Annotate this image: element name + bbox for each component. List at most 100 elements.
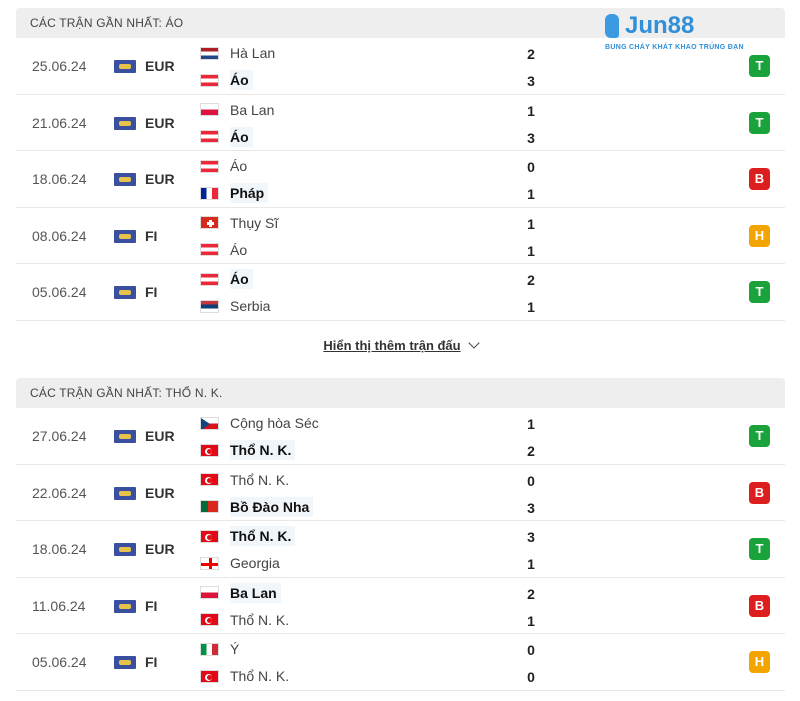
away-flag-icon bbox=[200, 669, 219, 683]
match-row[interactable]: 21.06.24 EUR Ba Lan 1 Áo 3 T bbox=[16, 95, 785, 151]
home-flag-icon bbox=[200, 46, 219, 60]
result-badge: B bbox=[749, 481, 770, 504]
match-row[interactable]: 05.06.24 FI Ý 0 Thổ N. K. 0 H bbox=[16, 634, 785, 691]
home-team-name: Áo bbox=[230, 158, 248, 174]
away-team[interactable]: Bồ Đào Nha bbox=[200, 495, 314, 519]
away-score: 3 bbox=[527, 129, 535, 146]
match-row[interactable]: 22.06.24 EUR Thổ N. K. 0 Bồ Đào Nha 3 B bbox=[16, 465, 785, 521]
away-team[interactable]: Thổ N. K. bbox=[200, 608, 293, 632]
competition-label: EUR bbox=[145, 484, 175, 501]
result-badge: H bbox=[749, 651, 770, 673]
away-team[interactable]: Georgia bbox=[200, 551, 284, 575]
away-team[interactable]: Pháp bbox=[200, 181, 269, 205]
match-row[interactable]: 18.06.24 EUR Thổ N. K. 3 Georgia 1 T bbox=[16, 521, 785, 578]
competition-icon bbox=[114, 229, 136, 243]
away-score: 0 bbox=[527, 669, 535, 685]
competition-label: FI bbox=[145, 227, 158, 244]
home-score: 0 bbox=[527, 159, 535, 175]
show-more-link[interactable]: Hiển thị thêm trận đấu bbox=[16, 321, 785, 377]
competition-label: EUR bbox=[145, 171, 175, 187]
section-header: CÁC TRẬN GẦN NHẤT: THỔ N. K. bbox=[16, 378, 785, 408]
home-team-name: Ba Lan bbox=[230, 101, 275, 118]
away-score: 1 bbox=[527, 299, 535, 315]
away-score: 1 bbox=[527, 612, 535, 629]
match-date: 11.06.24 bbox=[32, 597, 86, 614]
home-score: 2 bbox=[527, 585, 535, 602]
home-score: 3 bbox=[527, 529, 535, 545]
home-team[interactable]: Thụy Sĩ bbox=[200, 211, 282, 235]
away-team[interactable]: Thổ N. K. bbox=[200, 438, 296, 462]
away-flag-icon bbox=[200, 443, 219, 457]
home-flag-icon bbox=[200, 586, 219, 599]
home-team[interactable]: Thổ N. K. bbox=[200, 468, 293, 492]
home-team[interactable]: Thổ N. K. bbox=[200, 524, 296, 548]
logo-tagline: BUNG CHÁY KHÁT KHAO TRÚNG ĐẠN bbox=[605, 44, 744, 51]
away-team-name: Serbia bbox=[230, 298, 271, 314]
match-row[interactable]: 05.06.24 FI Áo 2 Serbia 1 T bbox=[16, 264, 785, 321]
home-score: 1 bbox=[527, 215, 535, 232]
home-flag-icon bbox=[200, 103, 219, 116]
away-team[interactable]: Áo bbox=[200, 238, 251, 262]
away-flag-icon bbox=[200, 130, 219, 143]
home-flag-icon bbox=[200, 272, 219, 286]
home-flag-icon bbox=[200, 642, 219, 656]
competition-icon bbox=[114, 543, 136, 556]
away-team[interactable]: Áo bbox=[200, 125, 253, 149]
home-team-name: Hà Lan bbox=[230, 45, 276, 61]
match-date: 22.06.24 bbox=[32, 484, 87, 501]
home-team-name: Thổ N. K. bbox=[230, 526, 296, 546]
result-badge: B bbox=[749, 168, 770, 190]
away-team[interactable]: Thổ N. K. bbox=[200, 664, 293, 688]
result-badge: T bbox=[749, 111, 770, 134]
home-team[interactable]: Ba Lan bbox=[200, 98, 278, 122]
match-row[interactable]: 11.06.24 FI Ba Lan 2 Thổ N. K. 1 B bbox=[16, 578, 785, 634]
result-badge: T bbox=[749, 538, 770, 560]
home-team[interactable]: Ý bbox=[200, 637, 243, 661]
match-date: 18.06.24 bbox=[32, 541, 87, 557]
match-row[interactable]: 18.06.24 EUR Áo 0 Pháp 1 B bbox=[16, 151, 785, 208]
away-team-name: Pháp bbox=[230, 183, 269, 203]
home-team-name: Thụy Sĩ bbox=[230, 214, 279, 231]
competition-icon bbox=[114, 656, 136, 669]
result-badge: T bbox=[749, 281, 770, 303]
competition-label: EUR bbox=[145, 541, 175, 557]
home-score: 1 bbox=[527, 102, 535, 119]
result-badge: T bbox=[749, 425, 770, 447]
away-team-name: Thổ N. K. bbox=[230, 611, 290, 628]
competition-icon bbox=[114, 286, 136, 299]
away-flag-icon bbox=[200, 73, 219, 87]
away-score: 3 bbox=[527, 73, 535, 89]
away-team-name: Thổ N. K. bbox=[230, 668, 290, 684]
match-row[interactable]: 25.06.24 EUR Hà Lan 2 Áo 3 T bbox=[16, 38, 785, 95]
competition-label: EUR bbox=[145, 58, 175, 74]
away-team[interactable]: Áo bbox=[200, 68, 253, 92]
away-flag-icon bbox=[200, 613, 219, 626]
away-flag-icon bbox=[200, 243, 219, 256]
competition-icon bbox=[114, 116, 136, 130]
home-team[interactable]: Áo bbox=[200, 267, 253, 291]
home-score: 2 bbox=[527, 46, 535, 62]
home-team[interactable]: Cộng hòa Séc bbox=[200, 411, 323, 435]
match-row[interactable]: 08.06.24 FI Thụy Sĩ 1 Áo 1 H bbox=[16, 208, 785, 264]
match-row[interactable]: 27.06.24 EUR Cộng hòa Séc 1 Thổ N. K. 2 T bbox=[16, 408, 785, 465]
home-team[interactable]: Ba Lan bbox=[200, 581, 281, 605]
home-team-name: Áo bbox=[230, 269, 253, 289]
home-team[interactable]: Hà Lan bbox=[200, 41, 279, 65]
competition-label: EUR bbox=[145, 428, 175, 444]
away-score: 1 bbox=[527, 186, 535, 202]
competition-icon bbox=[114, 173, 136, 186]
away-flag-icon bbox=[200, 299, 219, 313]
home-team[interactable]: Áo bbox=[200, 154, 251, 178]
competition-icon bbox=[114, 60, 136, 73]
match-date: 27.06.24 bbox=[32, 428, 87, 444]
away-team-name: Áo bbox=[230, 241, 248, 258]
home-team-name: Ba Lan bbox=[230, 582, 281, 603]
away-team-name: Áo bbox=[230, 126, 253, 147]
home-flag-icon bbox=[200, 216, 219, 229]
match-date: 21.06.24 bbox=[32, 114, 87, 131]
away-flag-icon bbox=[200, 500, 219, 513]
show-more-label: Hiển thị thêm trận đấu bbox=[323, 337, 461, 353]
home-flag-icon bbox=[200, 159, 219, 173]
away-team-name: Thổ N. K. bbox=[230, 440, 296, 460]
away-team[interactable]: Serbia bbox=[200, 294, 274, 318]
